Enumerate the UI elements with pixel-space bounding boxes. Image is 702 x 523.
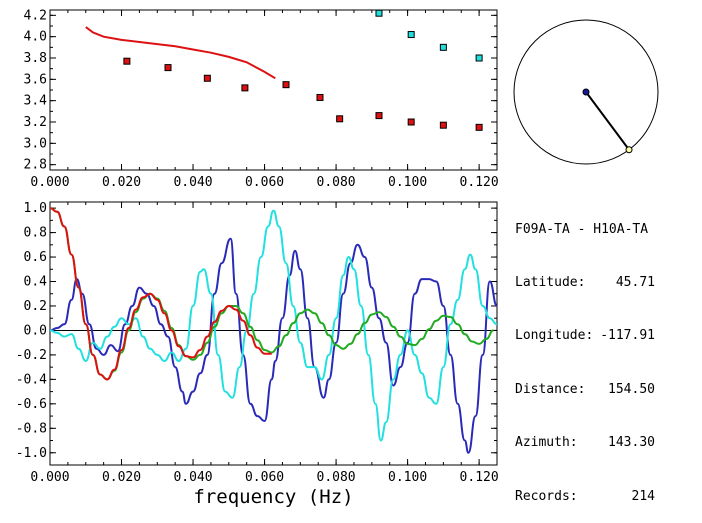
y-tick-label: -0.2 [16, 348, 47, 363]
dispersion-curve-line [85, 26, 276, 80]
y-tick-label: 3.6 [24, 72, 47, 87]
x-tick-label: 0.100 [388, 470, 427, 485]
x-tick-label: 0.060 [245, 175, 284, 190]
red-square-point [282, 81, 290, 89]
y-tick-label: 3.2 [24, 115, 47, 130]
cyan-square-point [375, 9, 383, 17]
top-chart-velocity: 0.000 0.020 0.040 0.060 0.080 0.100 0.120 2.8 3.… [24, 8, 499, 190]
red-square-point [439, 121, 447, 129]
y-tick-label: -0.8 [16, 421, 47, 436]
cyan-square-point [475, 54, 483, 62]
x-tick-label: 0.020 [102, 470, 141, 485]
x-axis-title: frequency (Hz) [193, 486, 353, 508]
red-square-point [241, 84, 249, 92]
y-tick-label: 0.2 [24, 299, 47, 314]
x-tick-label: 0.060 [245, 470, 284, 485]
red-square-point [407, 118, 415, 126]
y-tick-label: -0.6 [16, 397, 47, 412]
plot-frame [49, 9, 498, 171]
red-square-point [123, 57, 131, 65]
info-azimuth: Azimuth: 143.30 [515, 434, 655, 452]
y-tick-label: -1.0 [16, 446, 47, 461]
x-tick-label: 0.020 [102, 175, 141, 190]
x-tick-label: 0.120 [460, 470, 499, 485]
info-distance: Distance: 154.50 [515, 381, 655, 399]
red-square-point [316, 93, 324, 101]
red-square-point [375, 112, 383, 120]
x-tick-label: 0.040 [173, 470, 212, 485]
plot-frame [49, 201, 498, 466]
info-value: 143.30 [608, 435, 655, 451]
azimuth-line [585, 91, 630, 151]
x-tick-label: 0.100 [388, 175, 427, 190]
info-value: -117.91 [600, 328, 655, 344]
cyan-square-point [407, 31, 415, 39]
x-tick-label: 0.120 [460, 175, 499, 190]
info-value: 214 [631, 488, 655, 504]
red-square-point [475, 123, 483, 131]
info-label: Azimuth: [515, 435, 578, 451]
y-tick-label: 4.0 [24, 30, 47, 45]
info-records: Records: 214 [515, 488, 655, 506]
info-label: Latitude: [515, 274, 586, 290]
y-tick-label: 0.6 [24, 250, 47, 265]
cyan-square-point [439, 43, 447, 51]
station-info-panel: F09A-TA - H10A-TA Latitude: 45.71 Longitu… [515, 185, 655, 523]
info-longitude: Longitude: -117.91 [515, 327, 655, 345]
y-tick-label: 1.0 [24, 201, 47, 216]
x-tick-label: 0.000 [30, 470, 69, 485]
y-tick-label: 3.0 [24, 136, 47, 151]
y-tick-label: 0.0 [24, 323, 47, 338]
target-station-dot [625, 146, 633, 154]
red-square-point [336, 115, 344, 123]
y-tick-label: 0.4 [24, 275, 48, 290]
y-tick-label: 2.8 [24, 158, 47, 173]
y-tick-label: 4.2 [24, 8, 47, 23]
y-tick-label: -0.4 [16, 372, 47, 387]
red-series-line [50, 207, 272, 381]
info-latitude: Latitude: 45.71 [515, 274, 655, 292]
cyan-series-line [50, 209, 497, 442]
azimuth-compass [513, 19, 659, 165]
y-tick-label: 3.8 [24, 51, 47, 66]
info-label: Distance: [515, 381, 586, 397]
blue-series-line [50, 237, 497, 454]
station-pair-title: F09A-TA - H10A-TA [515, 221, 649, 237]
x-tick-label: 0.040 [173, 175, 212, 190]
info-label: Records: [515, 488, 578, 504]
red-square-point [203, 74, 211, 82]
x-tick-label: 0.000 [30, 175, 69, 190]
red-square-point [164, 64, 172, 72]
origin-station-dot [582, 88, 590, 96]
bottom-chart-correlation: 0.000 0.020 0.040 0.060 0.080 0.100 0.120 1.0 0.… [16, 201, 499, 508]
compass-circle [513, 19, 659, 165]
info-label: Longitude: [515, 328, 594, 344]
y-tick-label: 0.8 [24, 226, 47, 241]
info-value: 45.71 [615, 274, 655, 290]
x-tick-label: 0.080 [317, 470, 356, 485]
info-value: 154.50 [608, 381, 655, 397]
x-tick-label: 0.080 [317, 175, 356, 190]
y-tick-label: 3.4 [24, 94, 48, 109]
